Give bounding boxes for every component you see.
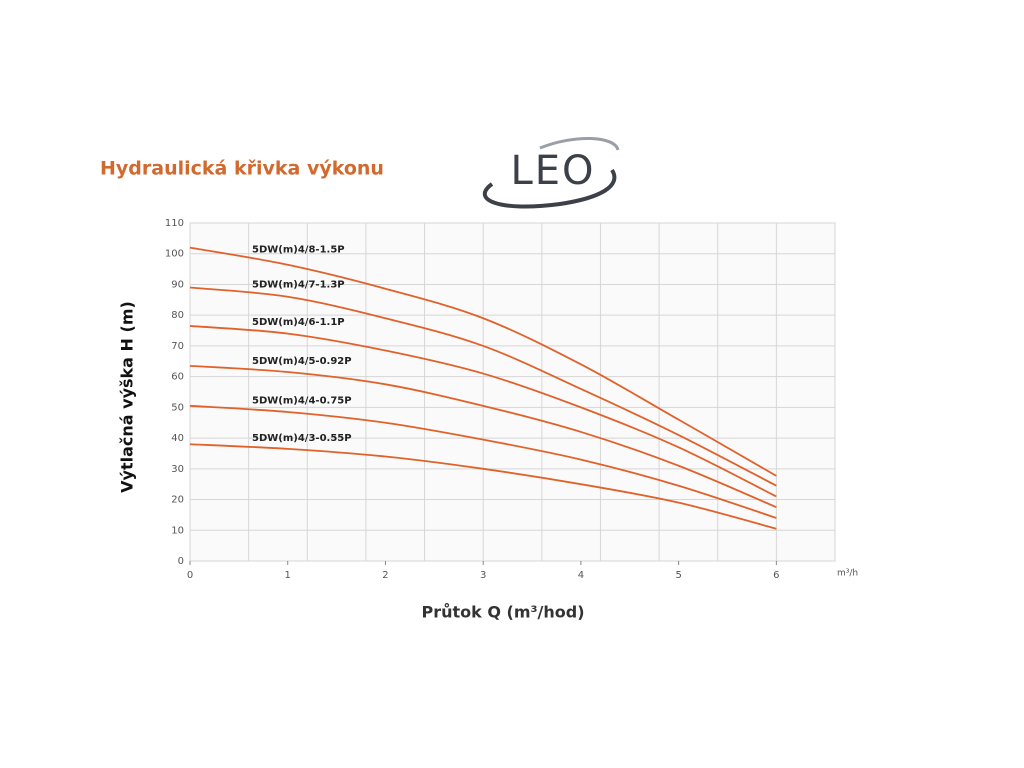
logo-swoosh <box>539 137 620 151</box>
logo-swoosh <box>483 168 617 209</box>
x-tick-label: 5 <box>675 570 681 581</box>
y-tick-label: 50 <box>171 402 184 413</box>
x-axis-label: Průtok Q (m³/hod) <box>421 603 584 622</box>
y-tick-label: 70 <box>171 341 184 352</box>
x-tick-label: 0 <box>187 570 193 581</box>
y-tick-label: 110 <box>165 218 184 229</box>
curve-label: 5DW(m)4/6-1.1P <box>252 317 345 328</box>
y-tick-label: 40 <box>171 433 184 444</box>
y-tick-label: 100 <box>165 249 184 260</box>
curve <box>189 286 777 487</box>
y-tick-label: 60 <box>171 372 184 383</box>
x-tick-label: 3 <box>480 570 486 581</box>
x-tick-label: 1 <box>285 570 291 581</box>
curve-label: 5DW(m)4/3-0.55P <box>252 433 352 444</box>
plot-area <box>189 222 836 562</box>
curve-label: 5DW(m)4/7-1.3P <box>252 279 345 290</box>
y-tick-label: 20 <box>171 495 184 506</box>
y-tick-label: 30 <box>171 464 184 475</box>
x-unit: m³/h <box>837 569 858 579</box>
y-tick-label: 10 <box>171 525 184 536</box>
curve <box>189 325 777 498</box>
y-tick-label: 0 <box>178 556 184 567</box>
curve <box>189 364 777 509</box>
curve <box>189 443 777 530</box>
curve-label: 5DW(m)4/5-0.92P <box>252 356 352 367</box>
y-tick-label: 90 <box>171 279 184 290</box>
y-tick-label: 80 <box>171 310 184 321</box>
curve-label: 5DW(m)4/4-0.75P <box>252 396 352 407</box>
curve <box>189 246 777 477</box>
logo-text: LEO <box>510 148 595 194</box>
curve <box>189 404 777 519</box>
chart-title: Hydraulická křivka výkonu <box>100 158 384 180</box>
x-tick-label: 6 <box>773 570 779 581</box>
logo: LEO <box>483 137 620 209</box>
x-tick-label: 2 <box>382 570 388 581</box>
x-tick-label: 4 <box>578 570 584 581</box>
y-axis-label: Výtlačná výška H (m) <box>118 301 137 493</box>
curve-label: 5DW(m)4/8-1.5P <box>252 244 345 255</box>
